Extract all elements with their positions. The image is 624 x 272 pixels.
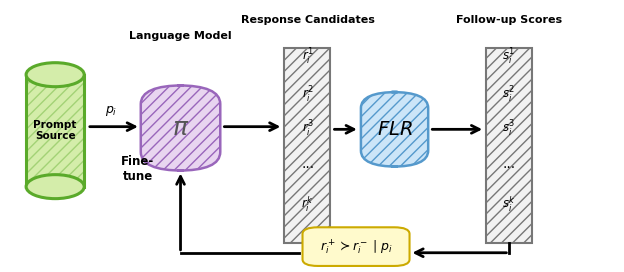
Text: Language Model: Language Model xyxy=(129,31,232,41)
Text: $r_i^+ \succ r_i^- \mid p_i$: $r_i^+ \succ r_i^- \mid p_i$ xyxy=(319,237,392,256)
Text: Prompt
Source: Prompt Source xyxy=(34,120,77,141)
FancyBboxPatch shape xyxy=(303,227,409,266)
FancyBboxPatch shape xyxy=(285,48,330,243)
Text: $r_i^3$: $r_i^3$ xyxy=(301,119,314,140)
Text: $FLR$: $FLR$ xyxy=(377,120,412,139)
Ellipse shape xyxy=(26,63,84,87)
Text: π: π xyxy=(173,116,188,140)
Text: $r_i^2$: $r_i^2$ xyxy=(302,85,314,105)
Text: ...: ... xyxy=(301,157,314,171)
Text: $s_i^1$: $s_i^1$ xyxy=(502,47,515,67)
Text: $r_i^k$: $r_i^k$ xyxy=(301,194,314,214)
FancyBboxPatch shape xyxy=(486,48,532,243)
FancyBboxPatch shape xyxy=(361,92,428,167)
Text: $s_i^2$: $s_i^2$ xyxy=(502,85,515,105)
Text: $r_i^1$: $r_i^1$ xyxy=(302,47,314,67)
Text: $s_i^k$: $s_i^k$ xyxy=(502,194,516,214)
FancyBboxPatch shape xyxy=(26,75,84,187)
Text: Follow-up Scores: Follow-up Scores xyxy=(456,15,562,25)
Text: $p_i$: $p_i$ xyxy=(105,104,117,118)
Text: $s_i^3$: $s_i^3$ xyxy=(502,119,515,140)
Text: ...: ... xyxy=(502,157,515,171)
FancyBboxPatch shape xyxy=(141,85,220,171)
Text: Response Candidates: Response Candidates xyxy=(241,15,374,25)
Ellipse shape xyxy=(26,175,84,199)
Text: Fine-
tune: Fine- tune xyxy=(121,155,154,183)
